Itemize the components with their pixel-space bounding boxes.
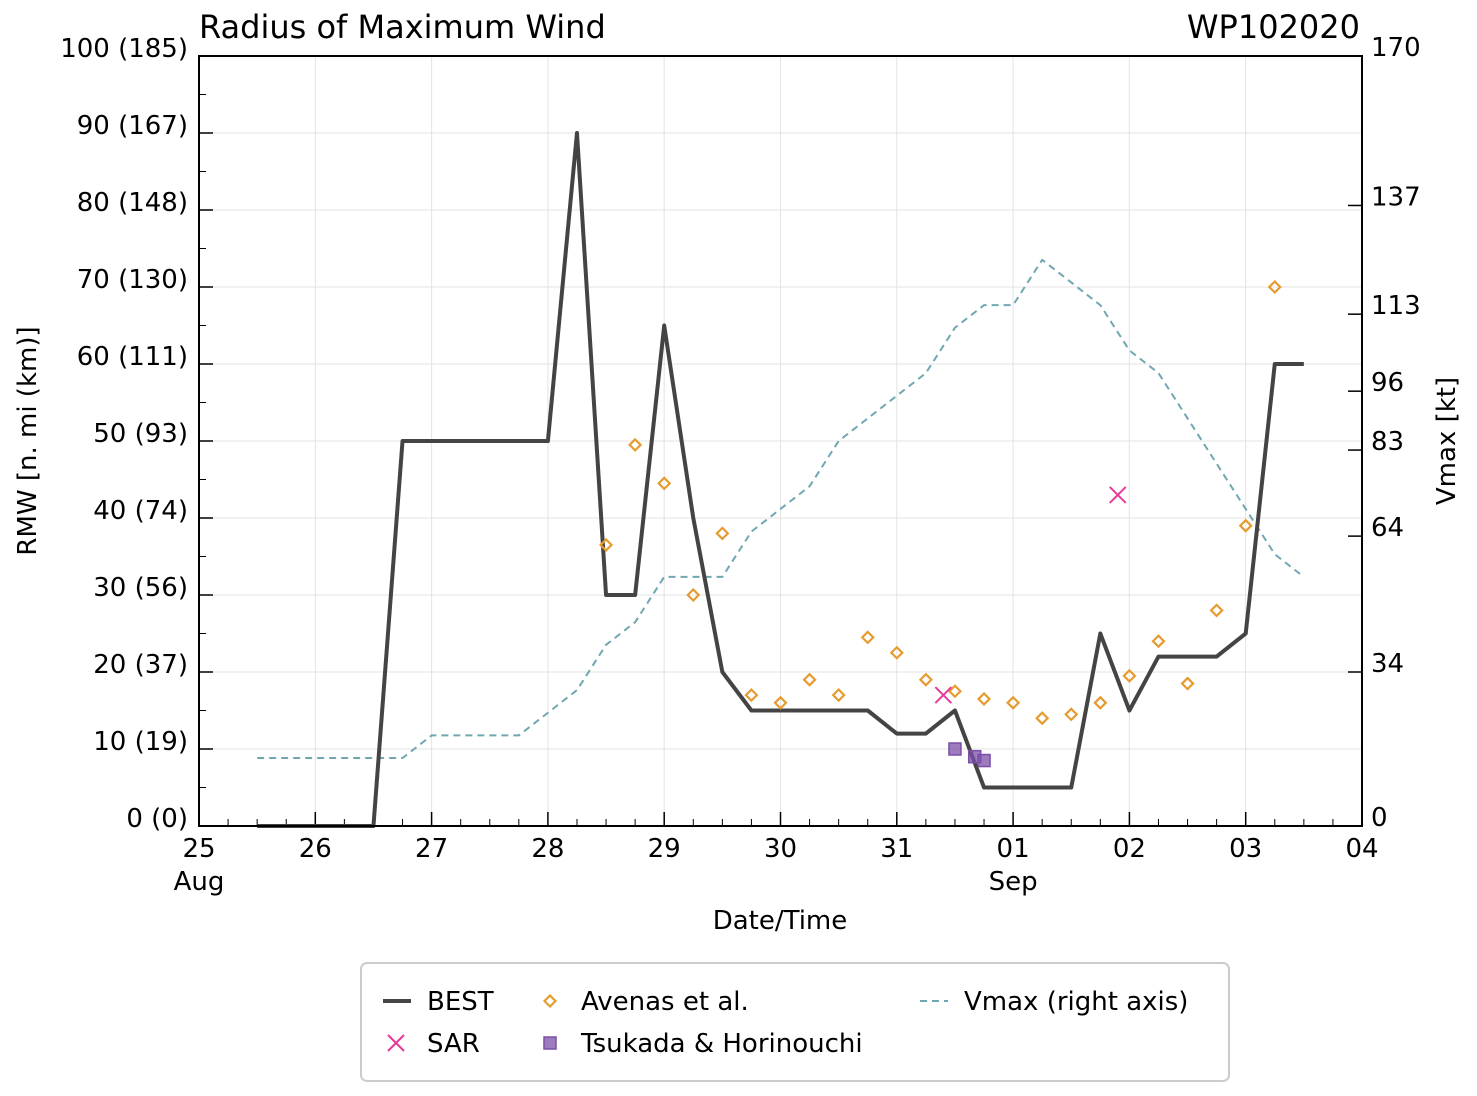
avenas-point (1122, 668, 1137, 683)
legend-item: BEST (383, 987, 494, 1017)
y-tick-label: 70 (130) (77, 265, 188, 295)
y2-tick-label: 170 (1371, 33, 1421, 63)
y2-tick-label: 113 (1371, 291, 1421, 321)
sar-point (1109, 486, 1127, 504)
avenas-point (918, 672, 933, 687)
avenas-point (1006, 695, 1021, 710)
legend-swatch-marker (387, 1034, 405, 1052)
x-tick-label: 25 (182, 834, 215, 864)
y-tick-label: 90 (167) (77, 111, 188, 141)
avenas-point (802, 672, 817, 687)
y-tick-label: 30 (56) (93, 573, 188, 603)
avenas-point (1035, 711, 1050, 726)
y-tick-label: 50 (93) (93, 419, 188, 449)
x-tick-label: 30 (764, 834, 797, 864)
avenas-point (1209, 603, 1224, 618)
avenas-point (773, 695, 788, 710)
avenas-point (1238, 518, 1253, 533)
x-tick-label: 28 (531, 834, 564, 864)
y2-tick-label: 137 (1371, 182, 1421, 212)
x-tick-label: 04 (1345, 834, 1378, 864)
avenas-point (947, 684, 963, 699)
y-axis-label: RMW [n. mi (km)] (13, 326, 43, 555)
legend-label: Vmax (right axis) (964, 987, 1188, 1017)
y-tick-label: 100 (185) (60, 34, 188, 64)
avenas-point (831, 688, 846, 703)
avenas-point (686, 587, 701, 603)
y2-tick-label: 0 (1371, 803, 1388, 833)
x-axis-label: Date/Time (713, 906, 848, 936)
x-tick-label: 01 (997, 834, 1030, 864)
avenas-point (744, 688, 759, 703)
y2-tick-label: 64 (1371, 513, 1404, 543)
storm-id: WP102020 (1187, 8, 1360, 46)
x-tick-label: 03 (1229, 834, 1262, 864)
y2-tick-label: 34 (1371, 649, 1404, 679)
legend-item: SAR (387, 1029, 480, 1059)
y-tick-label: 20 (37) (93, 650, 188, 680)
avenas-point (1180, 676, 1195, 691)
y2-tick-label: 96 (1371, 368, 1404, 398)
legend-box (360, 962, 1230, 1082)
series-layer (257, 131, 1305, 828)
avenas-point (598, 537, 614, 553)
avenas-point (1267, 279, 1282, 295)
legend-swatch-marker (543, 1036, 557, 1050)
plot-frame (198, 55, 1363, 827)
vmax-line (257, 258, 1305, 760)
y-tick-label: 80 (148) (77, 188, 188, 218)
y-tick-label: 0 (0) (126, 804, 188, 834)
sar-marker-stroke (387, 1034, 405, 1052)
avenas-point (657, 476, 672, 491)
legend-swatch-marker (542, 993, 558, 1009)
legend-item: Vmax (right axis) (920, 987, 1188, 1017)
y-tick-label: 40 (74) (93, 496, 188, 526)
tsukada-point (977, 753, 991, 768)
legend-label: BEST (427, 987, 494, 1017)
avenas-point (715, 526, 730, 541)
x-tick-label: 31 (880, 834, 913, 864)
avenas-point (976, 691, 992, 707)
legend-item: Avenas et al. (542, 987, 749, 1017)
avenas-point (889, 645, 904, 660)
legend-item: Tsukada & Horinouchi (543, 1029, 863, 1059)
y-tick-label: 60 (111) (77, 342, 188, 372)
y2-axis-label: Vmax [kt] (1432, 377, 1462, 505)
x-tick-sublabel: Aug (174, 867, 225, 897)
x-tick-label: 27 (415, 834, 448, 864)
chart-title: Radius of Maximum Wind (199, 8, 606, 46)
x-tick-label: 29 (648, 834, 681, 864)
avenas-point (1151, 634, 1166, 649)
x-tick-label: 02 (1113, 834, 1146, 864)
avenas-point (1093, 695, 1108, 710)
avenas-point (1064, 707, 1079, 722)
avenas-point (628, 437, 643, 452)
y-tick-label: 10 (19) (93, 727, 188, 757)
legend: BEST SAR Avenas et al. Tsukada & Horinouchi… (360, 962, 1230, 1082)
sar-point (934, 686, 953, 704)
avenas-point (860, 630, 875, 645)
y2-tick-label: 83 (1371, 427, 1404, 457)
legend-label: Avenas et al. (581, 987, 749, 1017)
tsukada-point (948, 742, 962, 756)
best-track-line (257, 131, 1304, 828)
x-tick-label: 26 (299, 834, 332, 864)
x-tick-sublabel: Sep (989, 867, 1038, 897)
legend-label: SAR (427, 1029, 480, 1059)
sar-marker-stroke (934, 686, 953, 704)
sar-marker-stroke (1109, 486, 1127, 504)
legend-label: Tsukada & Horinouchi (580, 1029, 863, 1059)
